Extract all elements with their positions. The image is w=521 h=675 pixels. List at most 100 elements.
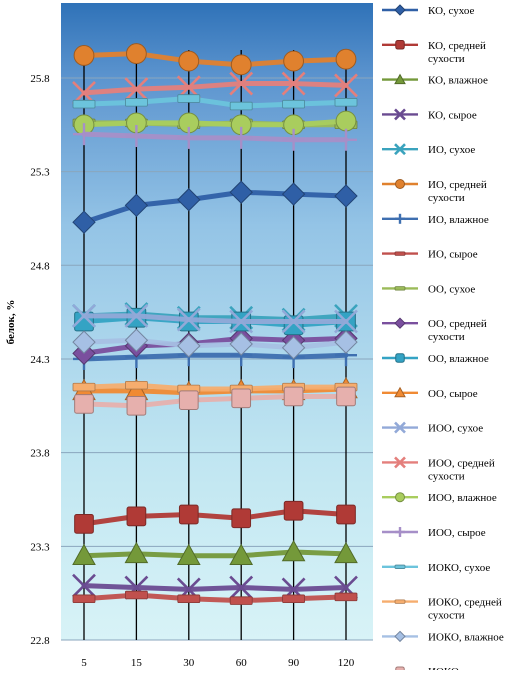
data-point — [177, 94, 201, 103]
marker-stroke — [124, 303, 149, 328]
legend-item: ОО, влажное — [382, 353, 489, 365]
data-point — [336, 386, 356, 407]
data-point — [334, 98, 358, 107]
legend-label-line: сухости — [428, 53, 465, 65]
data-point — [334, 592, 358, 602]
y-axis-label: белок, % — [5, 300, 17, 345]
legend-label: КО, влажное — [428, 75, 488, 87]
legend-item: ИОКО, сухое — [382, 562, 490, 574]
data-point — [72, 99, 96, 109]
data-point — [176, 307, 201, 332]
series-line — [81, 118, 349, 128]
legend-label: ОО, сырое — [428, 388, 478, 400]
series-6 — [73, 43, 357, 76]
legend-item: КО, сырое — [382, 108, 477, 121]
data-point — [336, 504, 356, 525]
data-point — [124, 328, 149, 352]
legend-item: ИОО, сырое — [382, 527, 486, 539]
legend-swatch-marker — [395, 40, 405, 50]
data-point — [177, 334, 201, 358]
marker-stroke — [229, 575, 254, 600]
data-point — [125, 98, 148, 107]
data-point — [334, 184, 358, 208]
series-line — [81, 313, 349, 324]
x-tick-label: 5 — [81, 657, 87, 669]
legend-label-line: ИОО, средней — [428, 457, 495, 469]
legend-label: ИО, средней сухости — [428, 179, 487, 204]
x-tick-label: 30 — [183, 657, 195, 669]
data-point — [124, 193, 149, 218]
data-point — [281, 182, 306, 206]
legend-swatch-marker — [394, 317, 406, 329]
series-1 — [72, 180, 358, 234]
data-point — [282, 128, 305, 151]
marker-stroke — [334, 73, 358, 98]
marker-stroke — [124, 77, 149, 102]
data-point — [282, 594, 306, 604]
x-tick-label: 120 — [338, 657, 355, 669]
marker-stroke — [394, 108, 406, 121]
legend-label-line: ИОО, сухое — [428, 423, 483, 435]
marker-stroke — [281, 309, 306, 334]
data-point — [230, 54, 252, 76]
data-point — [229, 71, 254, 96]
legend-label: ИОКО, сухое — [428, 562, 490, 574]
data-point — [124, 541, 149, 564]
legend-label-line: ИОКО, сырое — [428, 666, 493, 670]
data-point — [126, 395, 147, 416]
legend-swatch-marker — [395, 527, 405, 537]
series-line — [81, 583, 349, 592]
series-19 — [72, 328, 358, 360]
data-point — [334, 73, 358, 98]
data-point — [283, 315, 304, 336]
legend-label-line: КО, сырое — [428, 109, 477, 121]
data-point — [281, 71, 306, 96]
marker-stroke — [394, 456, 406, 469]
series-17 — [72, 94, 358, 111]
y-tick-label: 25.8 — [30, 73, 50, 85]
legend-item: ОО, средней сухости — [382, 317, 487, 343]
y-tick-labels: 22.8 23.3 23.8 24.3 24.8 25.3 25.8 — [30, 73, 50, 647]
legend-item: ИОКО, сырое — [382, 666, 493, 675]
legend-item: ОО, сырое — [382, 386, 478, 400]
legend-label-line: КО, влажное — [428, 75, 488, 87]
data-point — [229, 596, 253, 605]
legend-swatch-marker — [394, 599, 406, 604]
legend-item: ИО, средней сухости — [382, 179, 487, 204]
data-point — [72, 543, 96, 565]
data-point — [283, 386, 304, 407]
y-tick-label: 24.8 — [30, 260, 50, 272]
marker-stroke — [229, 309, 254, 334]
series-line — [81, 549, 349, 559]
data-point — [335, 128, 357, 151]
data-point — [230, 126, 253, 149]
legend-label-line: ИОО, сырое — [428, 527, 486, 539]
legend-swatch-marker — [395, 179, 405, 189]
legend-swatch-marker — [394, 286, 406, 291]
data-point — [72, 330, 96, 354]
data-point — [334, 309, 358, 334]
legend-swatch-marker — [394, 564, 406, 569]
data-point — [125, 125, 148, 148]
legend-label-line: сухости — [428, 192, 465, 204]
data-point — [73, 123, 95, 146]
data-point — [231, 508, 252, 529]
data-point — [229, 543, 254, 565]
x-tick-labels: 5 15 30 60 90 120 — [81, 657, 355, 669]
legend-swatch-marker — [394, 421, 406, 434]
data-point — [176, 543, 201, 565]
data-point — [124, 303, 149, 328]
data-point — [74, 513, 94, 534]
data-point — [72, 573, 96, 598]
data-point — [334, 541, 358, 564]
y-tick-label: 23.8 — [30, 448, 50, 460]
legend-item: КО, сухое — [382, 4, 474, 17]
data-point — [126, 506, 147, 527]
marker-stroke — [394, 143, 406, 156]
data-point — [334, 330, 358, 354]
y-tick-label: 24.3 — [30, 354, 50, 366]
legend-label-line: ИОКО, влажное — [428, 631, 504, 643]
data-point — [335, 110, 357, 132]
